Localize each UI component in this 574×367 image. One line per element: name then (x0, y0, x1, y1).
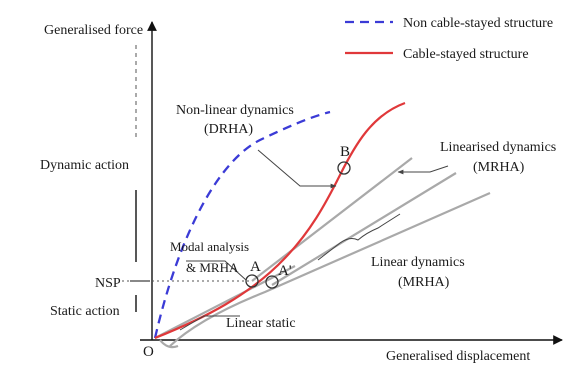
linearised-dynamics-line-a (251, 157, 413, 282)
legend-cable-label: Cable-stayed structure (403, 47, 529, 62)
linearised-dyn-leader (397, 165, 449, 175)
dynamic-action-label: Dynamic action (40, 158, 129, 173)
y-axis-label: Generalised force (44, 23, 143, 38)
point-a-marker (245, 274, 259, 288)
nonlinear-dyn-leader (257, 149, 337, 189)
modal-analysis-method: & MRHA (186, 260, 239, 275)
linear-dynamics-label: Linear dynamics (371, 255, 465, 270)
point-a-prime-label: A' (278, 263, 292, 279)
nonlinear-dynamics-label: Non-linear dynamics (176, 103, 294, 118)
linear-static-leader (179, 315, 240, 331)
linearised-dynamics-method: (MRHA) (473, 160, 525, 175)
point-a-label: A (250, 259, 261, 275)
linearised-dynamics-label: Linearised dynamics (440, 140, 556, 155)
cable-stayed-curve (154, 101, 406, 340)
linear-dynamics-method: (MRHA) (398, 275, 450, 290)
modal-analysis-leader (186, 260, 247, 281)
point-a-prime-marker (265, 275, 279, 289)
point-b-marker (337, 161, 351, 175)
nsp-label: NSP (95, 276, 121, 291)
linear-static-bracket (159, 339, 179, 349)
origin-label: O (143, 344, 154, 360)
linear-static-line (154, 265, 296, 339)
linearised-dynamics-line-aprime (271, 172, 457, 286)
nonlinear-dynamics-method: (DRHA) (204, 122, 253, 137)
point-b-label: B (340, 144, 350, 160)
static-action-label: Static action (50, 304, 120, 319)
linear-static-label: Linear static (226, 316, 296, 331)
legend-non-cable-label: Non cable-stayed structure (403, 16, 553, 31)
x-axis-label: Generalised displacement (386, 349, 530, 364)
modal-analysis-label: Modal analysis (170, 239, 249, 254)
linear-dynamics-brace (317, 213, 401, 261)
non-cable-stayed-curve (153, 110, 331, 339)
